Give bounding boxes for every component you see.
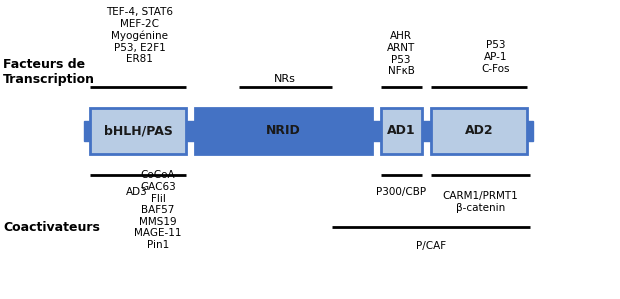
Text: NRs: NRs bbox=[274, 74, 296, 84]
Text: bHLH/PAS: bHLH/PAS bbox=[104, 124, 172, 137]
Text: TEF-4, STAT6
MEF-2C
Myogénine
P53, E2F1
ER81: TEF-4, STAT6 MEF-2C Myogénine P53, E2F1 … bbox=[106, 7, 173, 65]
Text: AD2: AD2 bbox=[464, 124, 494, 137]
Text: NRID: NRID bbox=[266, 124, 301, 137]
Text: P/CAF: P/CAF bbox=[416, 241, 446, 251]
FancyBboxPatch shape bbox=[431, 108, 527, 154]
Text: CoCoA
GAC63
Flil
BAF57
MMS19
MAGE-11
Pin1: CoCoA GAC63 Flil BAF57 MMS19 MAGE-11 Pin… bbox=[135, 170, 182, 250]
FancyBboxPatch shape bbox=[84, 120, 533, 141]
Text: P53
AP-1
C-Fos: P53 AP-1 C-Fos bbox=[482, 40, 510, 74]
FancyBboxPatch shape bbox=[90, 108, 186, 154]
FancyBboxPatch shape bbox=[195, 108, 372, 154]
Text: AD3: AD3 bbox=[125, 187, 148, 197]
FancyBboxPatch shape bbox=[381, 108, 422, 154]
Text: AHR
ARNT
P53
NFκB: AHR ARNT P53 NFκB bbox=[387, 31, 415, 76]
Text: P300/CBP: P300/CBP bbox=[376, 187, 426, 197]
Text: Coactivateurs: Coactivateurs bbox=[3, 221, 100, 234]
Text: AD1: AD1 bbox=[387, 124, 416, 137]
Text: Facteurs de
Transcription: Facteurs de Transcription bbox=[3, 58, 95, 86]
Text: CARM1/PRMT1
β-catenin: CARM1/PRMT1 β-catenin bbox=[443, 191, 518, 213]
